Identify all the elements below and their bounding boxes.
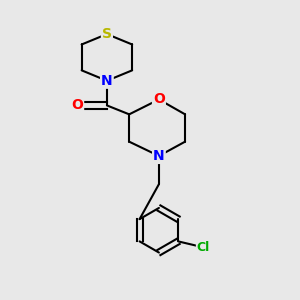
- Text: N: N: [101, 74, 113, 88]
- Text: N: N: [153, 149, 165, 163]
- Text: O: O: [71, 98, 83, 112]
- Text: S: S: [102, 27, 112, 41]
- Text: O: O: [153, 92, 165, 106]
- Text: Cl: Cl: [197, 241, 210, 254]
